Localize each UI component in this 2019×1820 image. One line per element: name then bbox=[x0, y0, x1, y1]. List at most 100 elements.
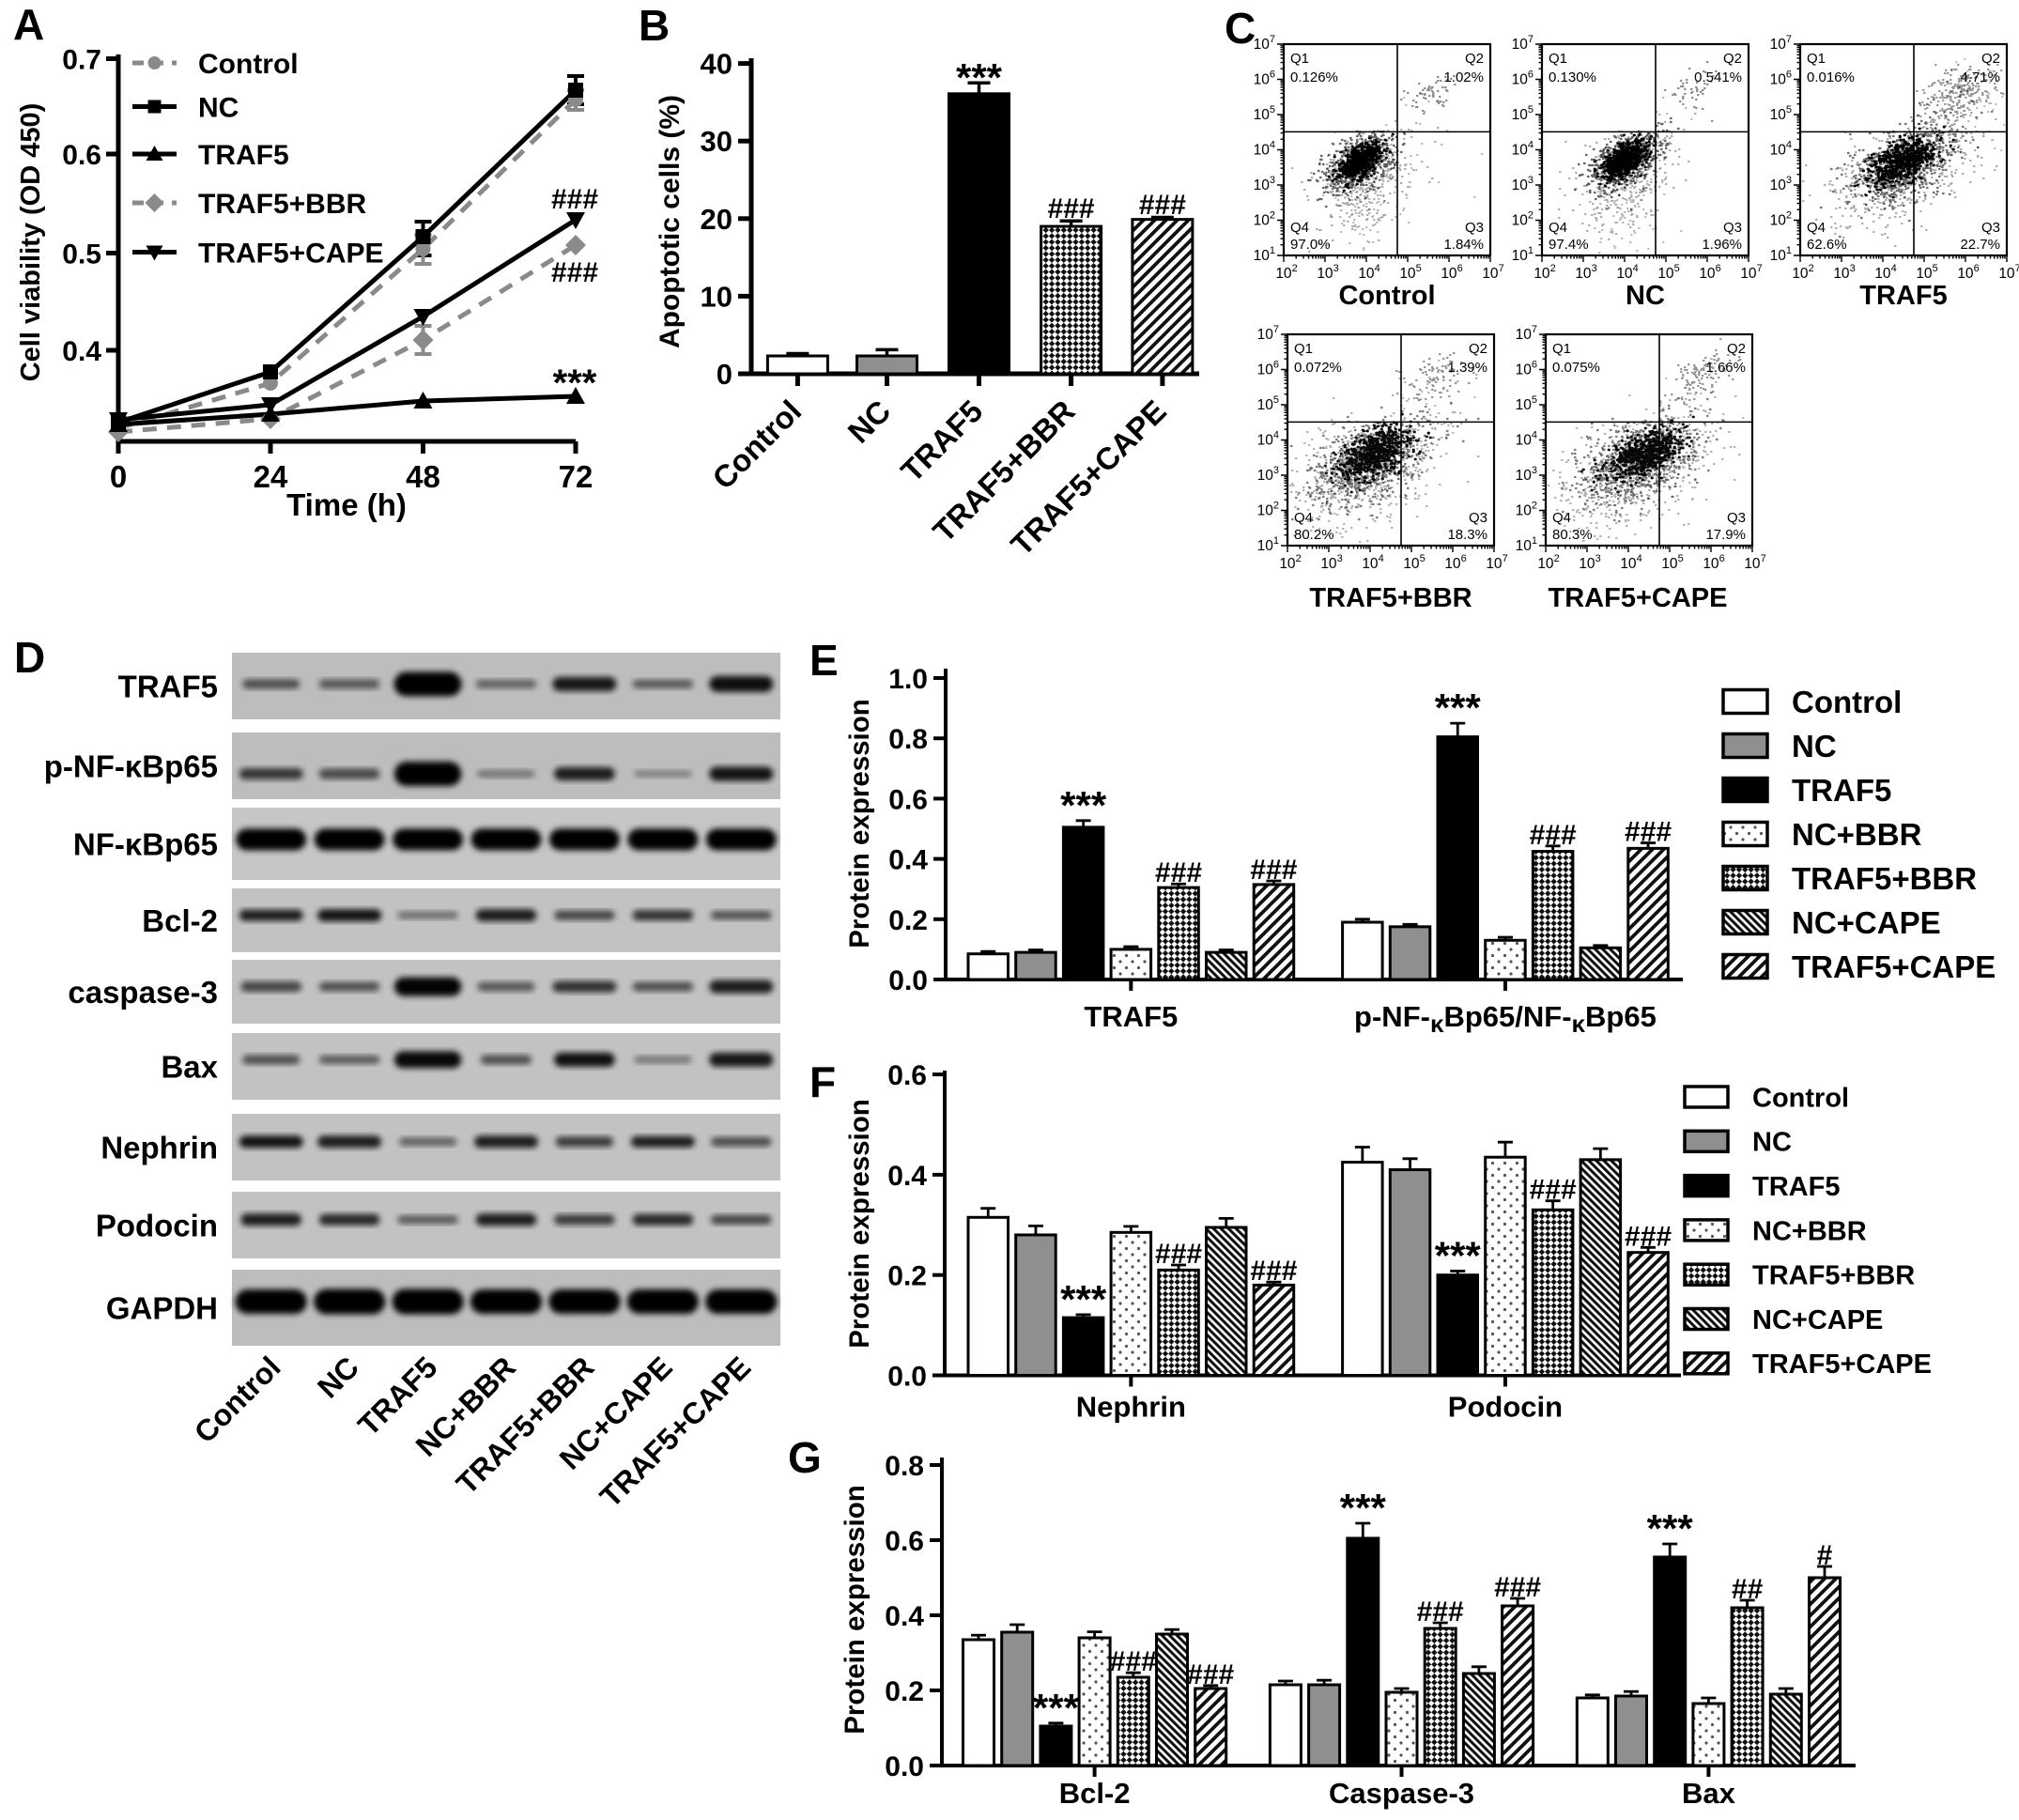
svg-text:10: 10 bbox=[701, 280, 732, 313]
svg-text:62.6%: 62.6% bbox=[1807, 237, 1847, 253]
svg-text:TRAF5+BBR: TRAF5+BBR bbox=[1792, 861, 1977, 896]
svg-text:1.96%: 1.96% bbox=[1702, 237, 1742, 253]
svg-text:0.016%: 0.016% bbox=[1807, 69, 1855, 85]
svg-text:0.4: 0.4 bbox=[888, 845, 928, 876]
svg-text:***: *** bbox=[1060, 783, 1107, 827]
svg-text:0.2: 0.2 bbox=[888, 905, 928, 936]
svg-text:Cell viability (OD 450): Cell viability (OD 450) bbox=[16, 103, 46, 382]
svg-text:Q3: Q3 bbox=[1465, 220, 1484, 236]
svg-text:0.4: 0.4 bbox=[885, 1601, 924, 1632]
svg-text:0: 0 bbox=[110, 459, 127, 494]
svg-text:Nephrin: Nephrin bbox=[100, 1131, 218, 1165]
svg-text:Q1: Q1 bbox=[1807, 51, 1826, 67]
svg-text:***: *** bbox=[1340, 1486, 1387, 1530]
svg-text:NC: NC bbox=[1626, 281, 1665, 311]
svg-text:***: *** bbox=[956, 55, 1003, 100]
svg-text:Q1: Q1 bbox=[1290, 51, 1309, 67]
svg-text:Protein expression: Protein expression bbox=[844, 699, 875, 949]
svg-text:NC: NC bbox=[1792, 729, 1837, 763]
svg-text:G: G bbox=[788, 1433, 822, 1482]
svg-text:0.2: 0.2 bbox=[885, 1676, 924, 1707]
svg-text:1.0: 1.0 bbox=[888, 664, 928, 695]
svg-text:B: B bbox=[639, 1, 670, 50]
svg-text:###: ### bbox=[1155, 857, 1202, 888]
svg-text:0.6: 0.6 bbox=[887, 1060, 927, 1091]
svg-text:Q2: Q2 bbox=[1981, 51, 2000, 67]
svg-text:Q4: Q4 bbox=[1549, 220, 1567, 236]
svg-text:30: 30 bbox=[701, 125, 732, 158]
svg-text:0.130%: 0.130% bbox=[1549, 69, 1596, 85]
svg-text:107: 107 bbox=[1998, 263, 2019, 282]
svg-text:p-NF-κBp65: p-NF-κBp65 bbox=[44, 749, 218, 784]
svg-text:Q4: Q4 bbox=[1552, 510, 1571, 526]
svg-text:40: 40 bbox=[701, 48, 732, 81]
svg-text:p-NF-κBp65/NF-κBp65: p-NF-κBp65/NF-κBp65 bbox=[1354, 1000, 1657, 1038]
svg-text:NC+BBR: NC+BBR bbox=[1792, 817, 1922, 852]
svg-text:TRAF5: TRAF5 bbox=[1792, 773, 1891, 808]
svg-text:Nephrin: Nephrin bbox=[1076, 1391, 1186, 1424]
svg-text:0.0: 0.0 bbox=[887, 1362, 927, 1393]
svg-text:###: ### bbox=[1494, 1572, 1541, 1603]
svg-text:F: F bbox=[809, 1057, 836, 1106]
svg-text:1.66%: 1.66% bbox=[1705, 360, 1746, 376]
svg-text:0.0: 0.0 bbox=[885, 1751, 924, 1782]
svg-text:Bax: Bax bbox=[161, 1050, 218, 1085]
svg-text:Q1: Q1 bbox=[1552, 341, 1571, 357]
svg-text:0.8: 0.8 bbox=[885, 1451, 924, 1482]
svg-text:TRAF5: TRAF5 bbox=[1859, 281, 1947, 311]
svg-text:###: ### bbox=[551, 184, 598, 215]
svg-text:Control: Control bbox=[1752, 1083, 1849, 1113]
svg-text:Control: Control bbox=[1792, 685, 1902, 719]
svg-text:1.39%: 1.39% bbox=[1447, 360, 1487, 376]
svg-text:###: ### bbox=[1625, 817, 1672, 848]
svg-text:20: 20 bbox=[701, 203, 732, 236]
svg-text:4.71%: 4.71% bbox=[1960, 69, 2000, 85]
svg-text:NF-κBp65: NF-κBp65 bbox=[73, 827, 218, 862]
svg-text:#: # bbox=[1817, 1540, 1833, 1571]
svg-text:###: ### bbox=[1417, 1596, 1464, 1627]
svg-text:Q4: Q4 bbox=[1294, 510, 1313, 526]
svg-text:Time (h): Time (h) bbox=[286, 487, 407, 522]
svg-text:0.5: 0.5 bbox=[62, 239, 101, 270]
svg-text:caspase-3: caspase-3 bbox=[68, 975, 218, 1010]
svg-text:##: ## bbox=[1732, 1574, 1764, 1605]
svg-text:48: 48 bbox=[406, 459, 440, 494]
svg-text:Bax: Bax bbox=[1682, 1777, 1736, 1810]
svg-text:TRAF5: TRAF5 bbox=[198, 140, 289, 171]
svg-text:Q3: Q3 bbox=[1469, 510, 1487, 526]
svg-text:###: ### bbox=[1625, 1221, 1672, 1252]
svg-text:A: A bbox=[13, 0, 44, 49]
svg-text:0: 0 bbox=[717, 358, 732, 391]
svg-text:***: *** bbox=[1647, 1506, 1694, 1550]
svg-text:###: ### bbox=[1250, 1256, 1297, 1287]
svg-text:###: ### bbox=[1187, 1659, 1234, 1690]
svg-text:NC+CAPE: NC+CAPE bbox=[1792, 905, 1941, 940]
svg-text:22.7%: 22.7% bbox=[1960, 237, 2000, 253]
svg-text:Q2: Q2 bbox=[1723, 51, 1742, 67]
svg-text:###: ### bbox=[1250, 855, 1297, 886]
svg-text:0.7: 0.7 bbox=[62, 45, 101, 76]
svg-text:TRAF5: TRAF5 bbox=[1084, 1000, 1178, 1033]
svg-text:Control: Control bbox=[198, 49, 299, 80]
svg-text:0.075%: 0.075% bbox=[1552, 360, 1600, 376]
svg-text:0.072%: 0.072% bbox=[1294, 360, 1342, 376]
svg-text:0.6: 0.6 bbox=[888, 784, 928, 815]
svg-text:Podocin: Podocin bbox=[1448, 1391, 1563, 1424]
svg-text:###: ### bbox=[1530, 1175, 1577, 1206]
svg-text:***: *** bbox=[553, 362, 597, 404]
svg-text:NC+CAPE: NC+CAPE bbox=[1752, 1305, 1883, 1335]
svg-text:0.6: 0.6 bbox=[885, 1526, 924, 1557]
svg-text:Q3: Q3 bbox=[1723, 220, 1742, 236]
svg-text:0.126%: 0.126% bbox=[1290, 69, 1338, 85]
svg-text:C: C bbox=[1225, 4, 1256, 53]
svg-text:72: 72 bbox=[559, 459, 593, 494]
svg-text:TRAF5+BBR: TRAF5+BBR bbox=[1752, 1261, 1915, 1291]
svg-text:GAPDH: GAPDH bbox=[106, 1291, 218, 1326]
svg-text:TRAF5+CAPE: TRAF5+CAPE bbox=[198, 239, 384, 270]
svg-text:E: E bbox=[809, 636, 839, 685]
svg-text:###: ### bbox=[1139, 190, 1186, 221]
svg-text:0.6: 0.6 bbox=[62, 140, 101, 171]
svg-text:###: ### bbox=[1155, 1239, 1202, 1270]
svg-text:0.4: 0.4 bbox=[887, 1161, 927, 1192]
svg-text:###: ### bbox=[1110, 1646, 1157, 1677]
